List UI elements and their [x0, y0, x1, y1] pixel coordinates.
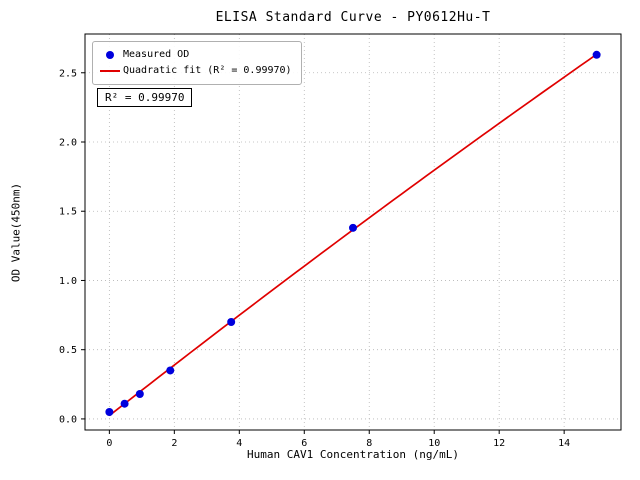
x-tick-label: 14 [558, 438, 570, 449]
r-squared-annotation: R² = 0.99970 [97, 88, 193, 107]
x-tick-label: 10 [428, 438, 440, 449]
y-tick-label: 0.5 [59, 345, 77, 356]
y-tick-label: 1.0 [59, 276, 77, 287]
x-axis-label: Human CAV1 Concentration (ng/mL) [247, 448, 459, 461]
legend-item-measured-od: Measured OD [100, 47, 292, 63]
y-tick-label: 2.0 [59, 138, 77, 149]
x-tick-label: 8 [366, 438, 372, 449]
legend-label-measured-od: Measured OD [123, 49, 190, 60]
y-tick-label: 2.5 [59, 68, 77, 79]
chart-title: ELISA Standard Curve - PY0612Hu-T [215, 10, 491, 25]
legend-label-quadratic-fit: Quadratic fit (R² = 0.99970) [123, 65, 292, 76]
scatter-marker-icon [106, 51, 114, 59]
x-tick-label: 0 [106, 438, 112, 449]
x-tick-label: 6 [301, 438, 307, 449]
legend: Measured OD Quadratic fit (R² = 0.99970) [92, 41, 302, 85]
x-tick-label: 12 [493, 438, 505, 449]
y-axis-label: OD Value(450nm) [9, 182, 23, 283]
legend-item-quadratic-fit: Quadratic fit (R² = 0.99970) [100, 63, 292, 79]
y-tick-label: 0.0 [59, 414, 77, 425]
x-tick-label: 2 [171, 438, 177, 449]
x-tick-label: 4 [236, 438, 242, 449]
y-tick-label: 1.5 [59, 207, 77, 218]
line-marker-icon [100, 70, 120, 72]
